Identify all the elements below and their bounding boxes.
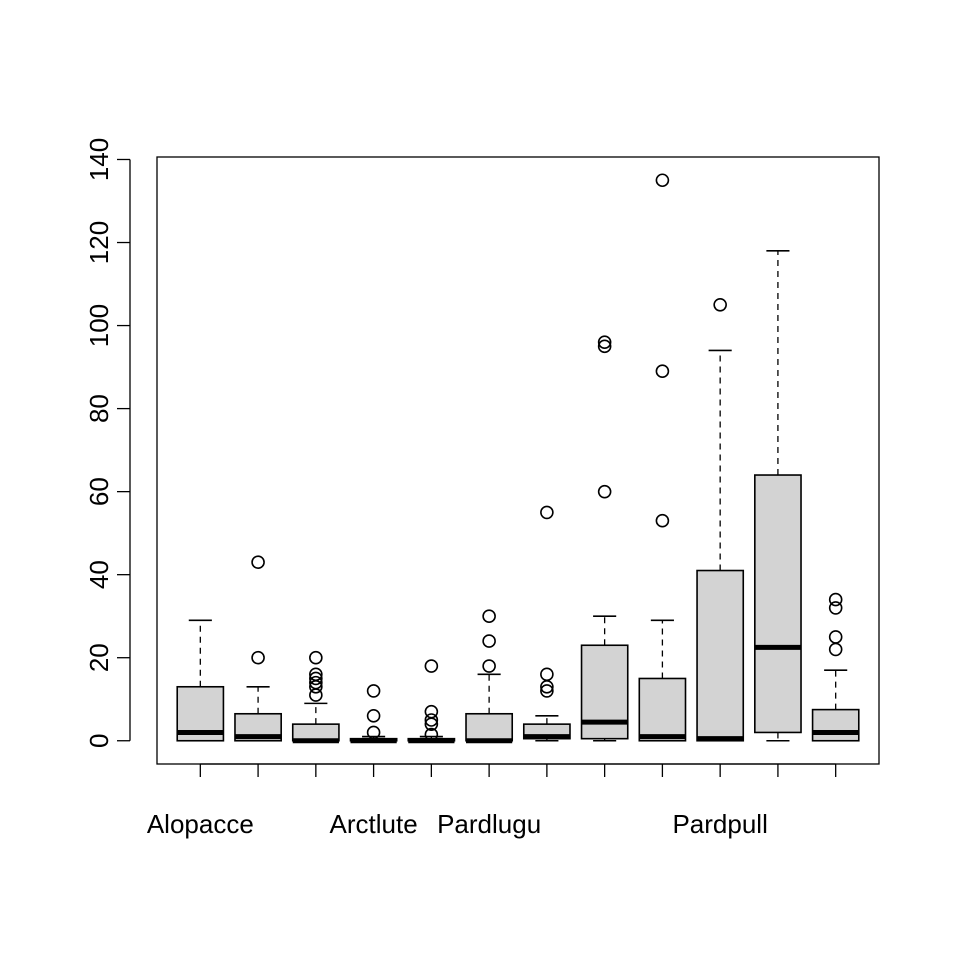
outlier-point (424, 704, 439, 719)
box-group (638, 173, 687, 742)
box-group (465, 609, 514, 744)
outlier-point (713, 298, 727, 312)
outlier-point (482, 659, 496, 673)
outlier-point (309, 650, 323, 665)
x-tick-label: Pardpull (672, 809, 767, 839)
outlier-point (828, 642, 843, 657)
y-tick-label: 40 (84, 560, 114, 589)
outlier-point (828, 601, 843, 615)
y-tick-label: 80 (84, 394, 114, 423)
box-group (349, 684, 398, 744)
outlier-point (655, 513, 670, 528)
box-group (291, 650, 340, 744)
outlier-point (655, 364, 670, 379)
y-tick-label: 60 (84, 477, 114, 506)
box-iqr (465, 712, 514, 742)
outlier-point (540, 684, 554, 698)
x-axis: Alopacce Arctlute Pardlugu Pardpull (147, 763, 837, 839)
y-axis: 0 20 40 60 80 100 120 140 (84, 138, 131, 748)
outlier-point (309, 667, 323, 682)
box-iqr (811, 708, 860, 742)
outlier-point (597, 484, 612, 499)
outlier-point (366, 684, 381, 698)
outlier-point (251, 650, 265, 665)
outlier-point (482, 609, 496, 623)
outlier-point (540, 667, 554, 682)
outlier-point (482, 634, 496, 648)
box-series (176, 173, 860, 744)
outlier-point (424, 659, 439, 673)
box-group (580, 335, 629, 742)
outlier-point (828, 592, 843, 607)
outlier-point (309, 671, 323, 686)
outlier-point (424, 713, 439, 727)
outlier-point (424, 727, 439, 742)
outlier-point (366, 725, 381, 740)
box-group (811, 592, 860, 742)
y-tick-label: 120 (84, 221, 114, 264)
box-iqr (580, 644, 629, 740)
outlier-point (309, 675, 323, 690)
y-tick-label: 140 (84, 138, 114, 181)
box-iqr (638, 677, 687, 742)
box-group (754, 250, 802, 742)
outlier-point (366, 709, 381, 723)
outlier-point (597, 339, 612, 354)
outlier-point (655, 173, 670, 188)
outlier-point (828, 630, 843, 644)
box-iqr (754, 474, 802, 734)
outlier-point (540, 505, 554, 520)
box-group (407, 659, 456, 744)
box-group (696, 298, 745, 742)
box-group (522, 505, 571, 742)
y-tick-label: 20 (84, 643, 114, 672)
x-tick-label: Alopacce (147, 809, 254, 839)
y-tick-label: 0 (84, 734, 114, 748)
x-tick-label: Pardlugu (437, 809, 541, 839)
x-tick-label: Arctlute (330, 809, 418, 839)
outlier-point (251, 555, 265, 570)
outlier-point (597, 335, 612, 349)
y-tick-label: 100 (84, 304, 114, 347)
box-iqr (696, 569, 745, 742)
box-group (176, 619, 225, 742)
box-group (234, 555, 282, 742)
